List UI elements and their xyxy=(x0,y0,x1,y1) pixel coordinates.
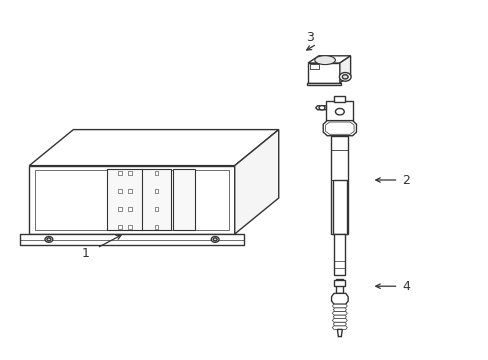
Text: 3: 3 xyxy=(306,31,314,44)
Bar xyxy=(326,101,352,121)
Ellipse shape xyxy=(314,56,335,64)
Polygon shape xyxy=(331,293,347,304)
Polygon shape xyxy=(332,311,346,315)
Polygon shape xyxy=(333,308,346,311)
Circle shape xyxy=(335,108,344,115)
Bar xyxy=(107,169,142,230)
Bar xyxy=(118,225,122,229)
Text: 4: 4 xyxy=(401,280,409,293)
Bar xyxy=(334,280,345,286)
Circle shape xyxy=(342,75,347,79)
Bar xyxy=(154,207,158,211)
Bar xyxy=(142,169,170,230)
Polygon shape xyxy=(307,56,350,63)
Bar xyxy=(154,225,158,229)
Bar xyxy=(336,279,343,293)
Polygon shape xyxy=(315,106,326,110)
Polygon shape xyxy=(333,315,346,319)
Text: 2: 2 xyxy=(401,174,409,186)
Polygon shape xyxy=(234,130,278,234)
Bar xyxy=(332,180,346,234)
Bar xyxy=(154,189,158,193)
Polygon shape xyxy=(306,83,341,85)
Polygon shape xyxy=(29,130,278,166)
Polygon shape xyxy=(332,326,346,329)
Bar xyxy=(309,64,318,69)
Bar xyxy=(128,189,132,193)
Circle shape xyxy=(213,238,217,241)
Bar xyxy=(334,234,345,275)
Polygon shape xyxy=(29,166,234,234)
Bar xyxy=(173,169,195,230)
Bar xyxy=(118,171,122,175)
Bar xyxy=(118,207,122,211)
Circle shape xyxy=(211,237,219,242)
Polygon shape xyxy=(307,63,339,83)
Polygon shape xyxy=(20,234,244,245)
Text: 1: 1 xyxy=(81,247,89,260)
Polygon shape xyxy=(332,319,346,322)
Polygon shape xyxy=(323,121,356,136)
Polygon shape xyxy=(332,304,346,308)
Circle shape xyxy=(45,237,53,242)
Polygon shape xyxy=(339,56,350,83)
Bar xyxy=(334,96,345,102)
Bar xyxy=(118,189,122,193)
Circle shape xyxy=(47,238,51,241)
Bar xyxy=(128,171,132,175)
Circle shape xyxy=(318,105,324,110)
Polygon shape xyxy=(337,329,342,337)
Bar xyxy=(154,171,158,175)
Bar xyxy=(128,207,132,211)
Bar xyxy=(331,136,347,234)
Bar xyxy=(128,225,132,229)
Polygon shape xyxy=(333,322,346,326)
Circle shape xyxy=(339,72,350,81)
